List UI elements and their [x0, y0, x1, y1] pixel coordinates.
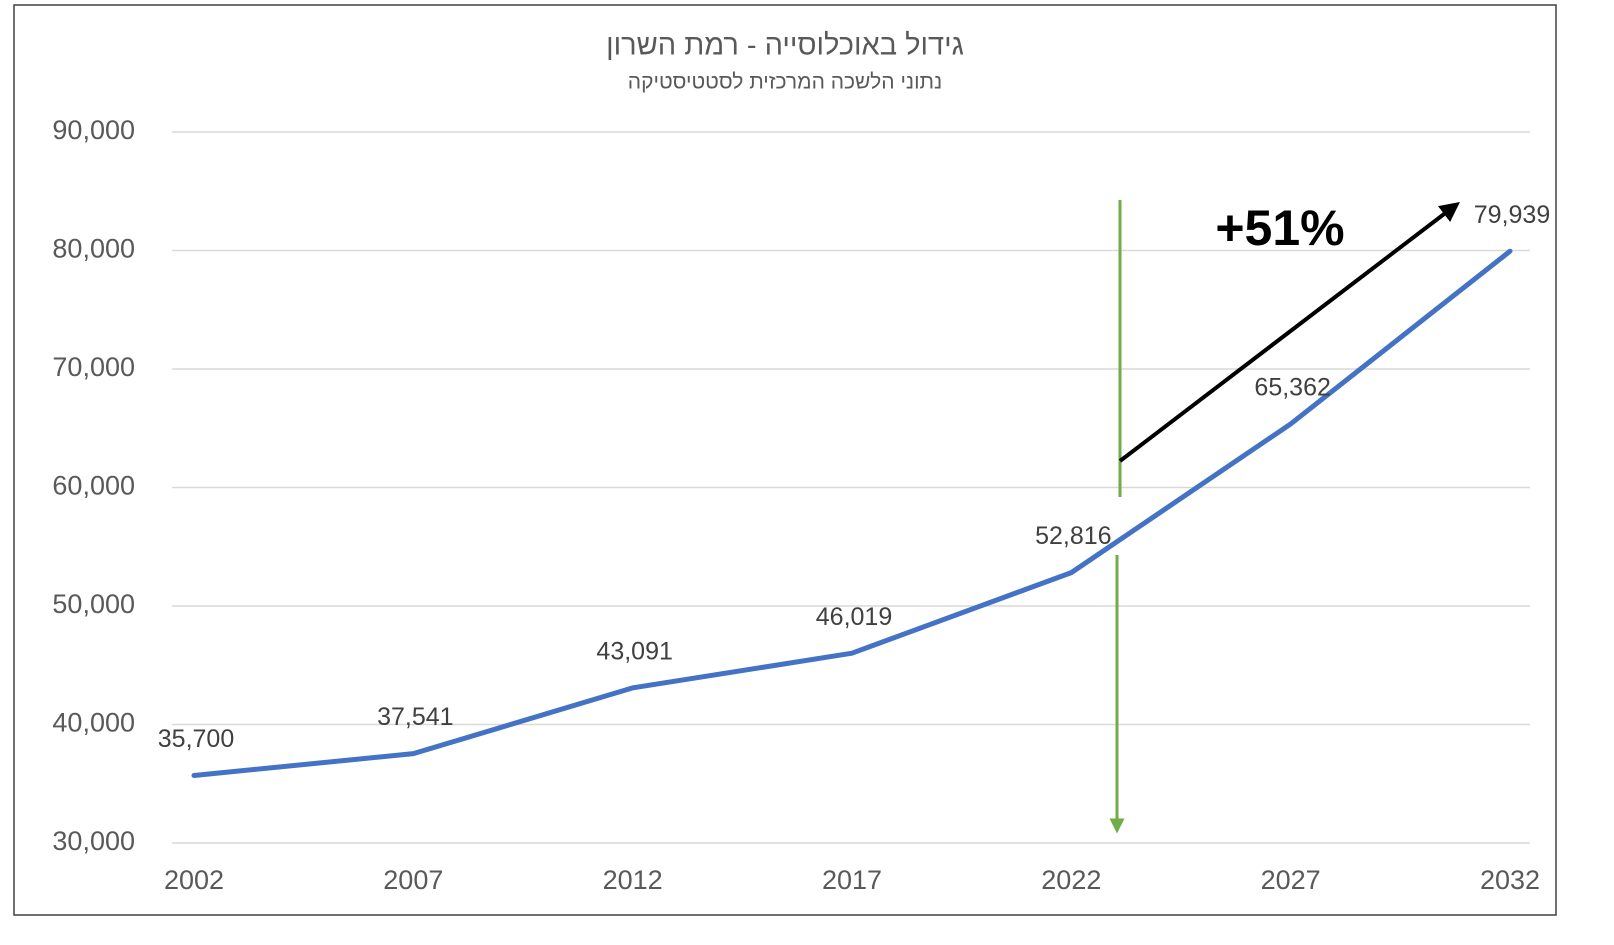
x-tick-label: 2007	[383, 865, 443, 895]
x-tick-label: 2002	[164, 865, 224, 895]
x-tick-label: 2022	[1041, 865, 1101, 895]
y-tick-label: 60,000	[52, 471, 135, 501]
y-tick-label: 80,000	[52, 234, 135, 264]
y-tick-label: 70,000	[52, 352, 135, 382]
chart-border	[13, 4, 1557, 916]
x-tick-label: 2012	[603, 865, 663, 895]
data-label: 35,700	[158, 725, 234, 753]
data-line	[191, 248, 1513, 778]
chart-subtitle: נתוני הלשכה המרכזית לסטטיסטיקה	[628, 71, 942, 94]
y-tick-label: 30,000	[52, 826, 135, 856]
data-label: 37,541	[377, 703, 453, 731]
data-label: 79,939	[1474, 201, 1550, 229]
data-label: 43,091	[596, 637, 672, 665]
x-tick-label: 2032	[1480, 865, 1540, 895]
growth-arrow	[1118, 201, 1460, 463]
chart-title: גידול באוכלוסייה - רמת השרון	[606, 30, 964, 62]
growth-annotation: +51%	[1215, 200, 1344, 256]
grid	[172, 131, 1530, 844]
data-label: 52,816	[1035, 522, 1111, 550]
x-tick-label: 2027	[1261, 865, 1321, 895]
y-tick-label: 90,000	[52, 115, 135, 145]
x-tick-label: 2017	[822, 865, 882, 895]
y-tick-label: 50,000	[52, 589, 135, 619]
y-tick-label: 40,000	[52, 708, 135, 738]
data-label: 46,019	[816, 603, 892, 631]
data-label: 65,362	[1254, 374, 1330, 402]
